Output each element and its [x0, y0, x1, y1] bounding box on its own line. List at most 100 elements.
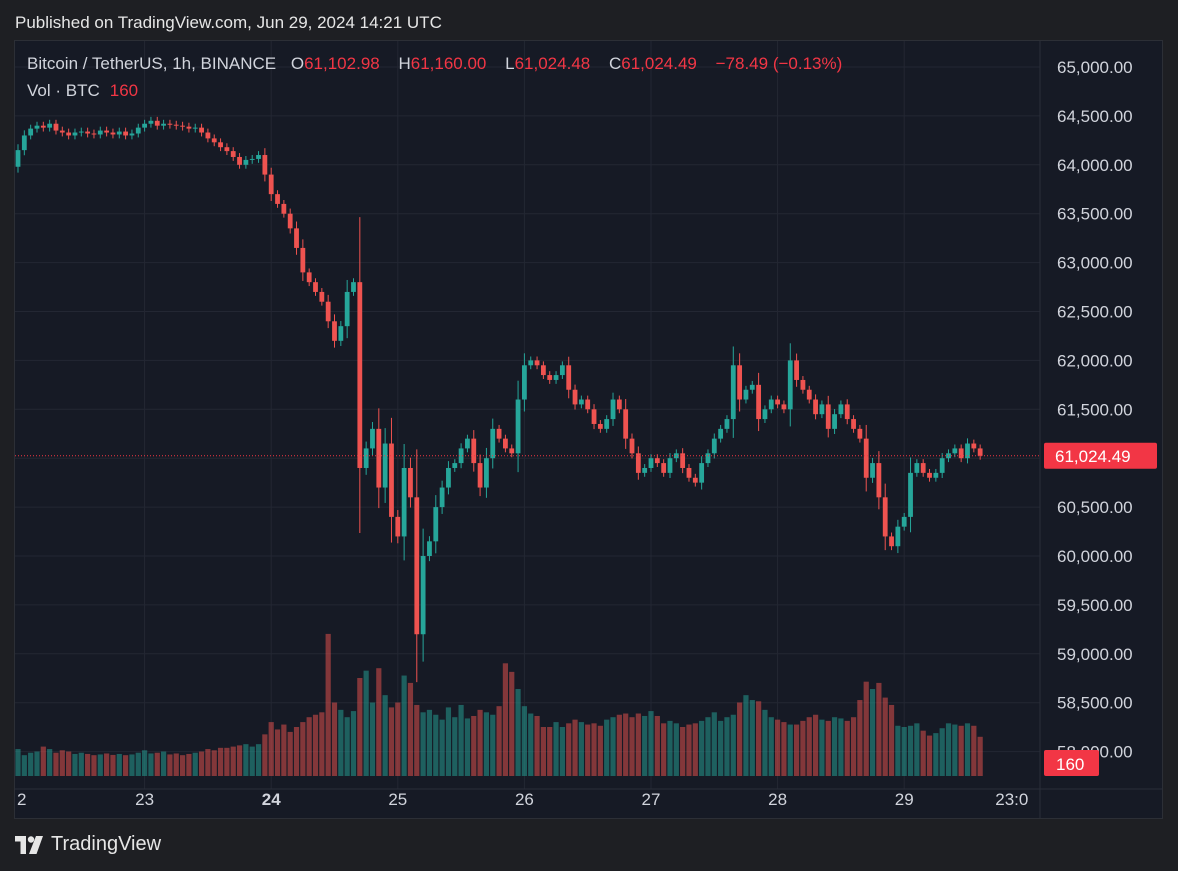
low-label: L: [505, 54, 515, 73]
candle-body: [908, 472, 913, 517]
volume-bar: [831, 717, 838, 776]
volume-bar: [179, 755, 186, 776]
candle-body: [724, 419, 730, 429]
volume-bar: [667, 720, 673, 776]
candle-body: [509, 448, 515, 454]
candle-body: [135, 127, 141, 134]
volume-bar: [154, 752, 160, 776]
price-chart[interactable]: 65,000.00 64,500.00 64,000.00 63,500.00 63,0…: [15, 41, 1163, 819]
volume-bar: [110, 754, 116, 776]
volume-bar: [85, 753, 91, 776]
volume-bar: [395, 702, 401, 776]
volume-bar: [160, 751, 167, 776]
candle-body: [870, 463, 875, 478]
volume-bar: [749, 700, 755, 776]
volume-bar: [426, 709, 433, 776]
volume-bar: [173, 753, 179, 776]
volume-bar: [686, 724, 692, 776]
volume-bar: [680, 727, 686, 776]
candle-body: [762, 409, 768, 420]
volume-bar: [850, 717, 857, 776]
chart-panel[interactable]: 65,000.00 64,500.00 64,000.00 63,500.00 63,0…: [14, 40, 1163, 819]
candle-body: [971, 443, 977, 449]
volume-bar: [123, 755, 129, 776]
x-tick-label: 28: [768, 790, 787, 809]
close-label: C: [608, 54, 622, 73]
candle-body: [711, 438, 717, 454]
candle-body: [97, 130, 103, 135]
candle-body: [749, 384, 755, 390]
candle-body: [116, 131, 122, 135]
candle-body: [496, 428, 502, 439]
candle-body: [838, 404, 844, 415]
volume-bar: [876, 682, 882, 776]
candle-body: [420, 556, 426, 635]
volume-bar: [40, 746, 46, 776]
candle-body: [313, 282, 318, 292]
volume-bar: [673, 723, 679, 776]
candle-body: [889, 536, 894, 547]
volume-bar: [964, 723, 971, 776]
volume-bar: [901, 727, 907, 776]
volume-bar: [787, 724, 793, 776]
volume-bar: [344, 717, 350, 776]
volume-bar: [338, 709, 344, 776]
x-tick-label: 2: [17, 790, 26, 809]
x-tick-label: 27: [642, 790, 661, 809]
candle-body: [958, 448, 964, 459]
volume-bar: [433, 714, 439, 776]
volume-bar: [806, 717, 812, 776]
candle-body: [642, 467, 648, 473]
volume-bar: [800, 720, 806, 776]
candle-body: [503, 438, 508, 449]
volume-bar: [167, 754, 173, 776]
published-caption: Published on TradingView.com, Jun 29, 20…: [15, 13, 442, 32]
candle-body: [306, 272, 312, 283]
candle-body: [173, 124, 179, 126]
y-tick-label: 59,000.00: [1057, 645, 1133, 664]
candle-body: [186, 126, 192, 129]
candle-body: [699, 463, 705, 483]
candle-body: [629, 438, 635, 454]
x-tick-label: 23:0: [995, 790, 1028, 809]
y-tick-label: 65,000.00: [1057, 58, 1133, 77]
symbol-label[interactable]: Bitcoin / TetherUS, 1h, BINANCE: [27, 54, 277, 73]
volume-bar: [21, 755, 27, 776]
volume-bar: [711, 712, 717, 776]
candle-body: [224, 147, 230, 152]
volume-bar: [319, 712, 325, 776]
volume-bar: [331, 702, 338, 776]
candle-body: [363, 448, 369, 468]
volume-bar: [869, 689, 876, 776]
volume-bar: [47, 749, 53, 776]
volume-bar: [914, 723, 920, 776]
volume-bar: [793, 724, 800, 776]
volume-bar: [699, 720, 705, 776]
volume-bar: [445, 707, 452, 776]
candle-body: [47, 123, 53, 128]
candle-body: [351, 282, 356, 292]
x-tick-label: 23: [135, 790, 154, 809]
volume-bar: [262, 734, 268, 776]
candle-body: [91, 133, 97, 135]
ohlc-legend: Bitcoin / TetherUS, 1h, BINANCE O61,102.…: [27, 54, 842, 74]
volume-bar: [654, 715, 660, 776]
last-volume-badge: [1044, 750, 1099, 776]
volume-bar: [718, 720, 724, 776]
candle-body: [534, 360, 540, 366]
volume-bar: [224, 747, 230, 776]
volume-bar: [623, 713, 629, 776]
volume-bar: [863, 681, 869, 776]
volume-bar: [737, 702, 743, 776]
candle-body: [21, 135, 27, 151]
tradingview-brand[interactable]: TradingView: [15, 833, 161, 856]
volume-bar: [616, 714, 622, 776]
volume-bar: [895, 725, 901, 776]
volume-label[interactable]: Vol · BTC: [27, 81, 100, 100]
candle-body: [522, 365, 527, 400]
candle-body: [680, 453, 686, 468]
candle-body: [857, 428, 863, 439]
volume-bar: [730, 714, 736, 776]
volume-bar: [268, 722, 274, 776]
volume-bar: [629, 717, 635, 776]
